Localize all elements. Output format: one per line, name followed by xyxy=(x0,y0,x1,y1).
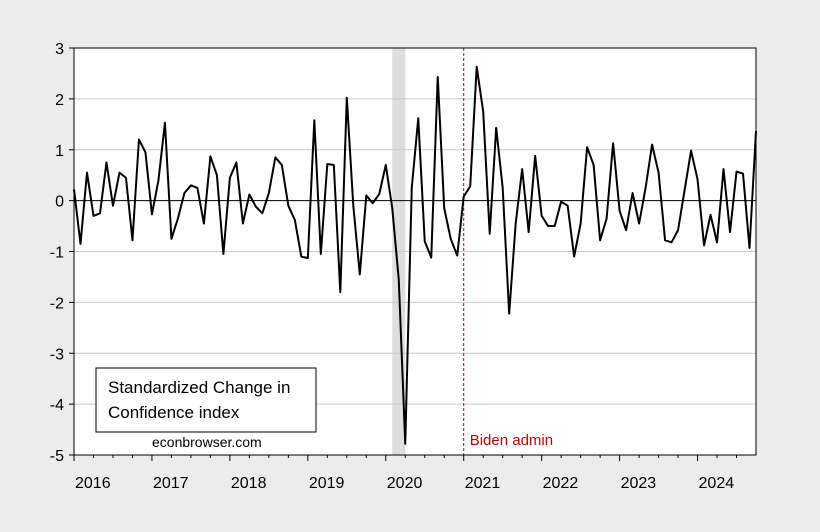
x-axis: 2016 2017 2018 2019 2020 2021 2022 2023 2024 xyxy=(73,455,738,492)
y-tick-label: -5 xyxy=(50,448,64,465)
legend-box xyxy=(95,367,317,433)
series-line xyxy=(73,65,757,445)
x-tick-label: 2017 xyxy=(153,475,189,492)
x-tick-label: 2022 xyxy=(543,475,579,492)
y-tick-label: -1 xyxy=(50,245,64,262)
biden-admin-label: Biden admin xyxy=(470,432,553,449)
x-tick-label: 2024 xyxy=(699,475,735,492)
y-tick-label: -3 xyxy=(50,346,64,363)
x-tick-label: 2019 xyxy=(309,475,345,492)
x-tick-label: 2021 xyxy=(465,475,501,492)
y-tick-label: -2 xyxy=(50,295,64,312)
y-tick-label: 1 xyxy=(55,143,64,160)
y-axis: 3 2 1 0 -1 -2 -3 -4 -5 xyxy=(50,41,74,465)
y-tick-label: -4 xyxy=(50,397,64,414)
credit-label: econbrowser.com xyxy=(152,434,262,450)
y-tick-label: 2 xyxy=(55,92,64,109)
legend: Standardized Change in Confidence index xyxy=(95,367,317,433)
legend-line-2: Confidence index xyxy=(108,403,240,422)
x-tick-label: 2016 xyxy=(75,475,111,492)
y-tick-label: 3 xyxy=(55,41,64,58)
x-tick-label: 2023 xyxy=(621,475,657,492)
legend-line-1: Standardized Change in xyxy=(108,378,290,397)
x-tick-label: 2020 xyxy=(387,475,423,492)
y-tick-label: 0 xyxy=(55,194,64,211)
x-tick-label: 2018 xyxy=(231,475,267,492)
